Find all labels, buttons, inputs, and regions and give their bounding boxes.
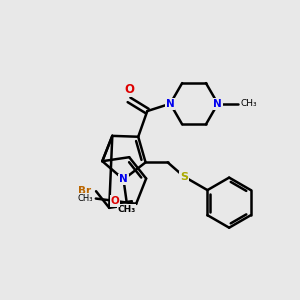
- Text: S: S: [180, 172, 188, 182]
- Text: O: O: [124, 83, 134, 96]
- Text: CH₃: CH₃: [117, 205, 136, 214]
- Text: N: N: [166, 99, 175, 109]
- Text: Br: Br: [79, 186, 92, 196]
- Text: N: N: [119, 174, 128, 184]
- Text: CH₃: CH₃: [78, 194, 94, 203]
- Text: N: N: [214, 99, 222, 109]
- Text: O: O: [111, 196, 119, 206]
- Text: CH₃: CH₃: [240, 99, 257, 108]
